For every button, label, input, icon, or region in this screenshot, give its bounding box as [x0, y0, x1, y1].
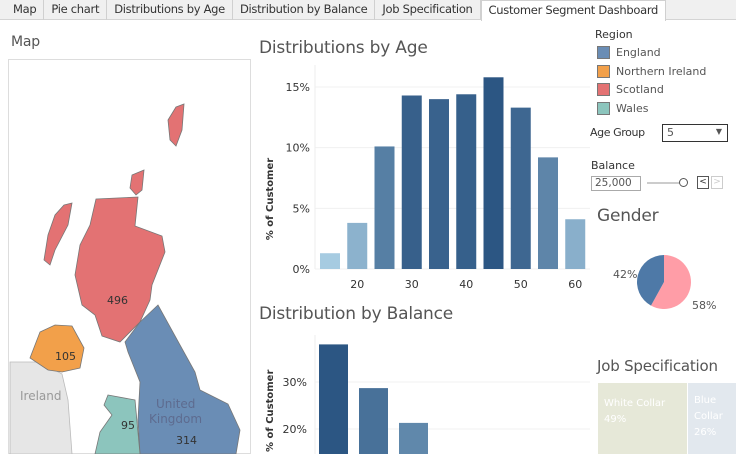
legend-item[interactable]: England: [597, 46, 661, 59]
legend-swatch: [597, 83, 610, 96]
legend-label: England: [616, 46, 661, 59]
legend-label: Scotland: [616, 83, 664, 96]
region-ireland: [9, 361, 73, 454]
map-label-scotland: 496: [107, 294, 128, 307]
gender-pie: [637, 255, 691, 309]
balance-input[interactable]: 25,000: [591, 176, 641, 191]
job-cell-value: 26%: [694, 427, 717, 438]
y-tick-label: 0%: [293, 263, 310, 276]
map-label-ireland: Ireland: [20, 389, 62, 403]
balance-chart: 30% 20% % of Customer: [265, 335, 590, 454]
tab-distribution-by-balance[interactable]: Distribution by Balance: [233, 0, 376, 20]
balance-slider-handle[interactable]: [679, 178, 688, 187]
job-cell-blue-collar[interactable]: Blue Collar 26%: [688, 383, 736, 454]
legend-item[interactable]: Wales: [597, 101, 649, 115]
job-title: Job Specification: [597, 357, 718, 375]
job-cell-value: 49%: [604, 414, 627, 425]
job-cell-label: Blue Collar: [694, 395, 723, 422]
bar: [347, 222, 368, 269]
job-cell-white-collar[interactable]: White Collar 49%: [598, 383, 687, 454]
bar: [374, 146, 395, 269]
region-england: [124, 304, 241, 454]
map-title: Map: [11, 34, 40, 50]
region-outer-hebrides: [43, 202, 73, 266]
pie-slice: [650, 255, 691, 309]
map-label-wales: 95: [121, 419, 135, 432]
bar: [399, 422, 428, 454]
bar: [483, 77, 504, 269]
x-tick-label: 50: [514, 278, 528, 291]
legend-label: Northern Ireland: [616, 64, 707, 78]
tab-pie-chart[interactable]: Pie chart: [44, 0, 108, 20]
age-group-label: Age Group: [590, 126, 645, 139]
pie-label-58: 58%: [692, 299, 717, 312]
bar: [401, 95, 422, 269]
legend-swatch: [597, 101, 610, 115]
tab-customer-segment-dashboard[interactable]: Customer Segment Dashboard: [480, 0, 667, 21]
region-wales: [94, 394, 141, 454]
tab-map[interactable]: Map: [6, 0, 45, 20]
pie-label-42: 42%: [613, 268, 638, 281]
bar: [456, 94, 477, 269]
legend-swatch: [597, 46, 610, 59]
age-chart: 0% 5% 10% 15% % of Customer 20 30 40 50 60: [265, 65, 590, 291]
map-label-england: 314: [176, 434, 197, 447]
chevron-down-icon: ▼: [715, 127, 722, 136]
balance-label: Balance: [591, 159, 635, 172]
age-chart-title: Distributions by Age: [259, 38, 428, 58]
tab-bar: Map Pie chart Distributions by Age Distr…: [0, 0, 736, 21]
map[interactable]: 496 105 Ireland 95 United Kingdom 314: [8, 59, 251, 454]
y-tick-label: 5%: [293, 202, 310, 215]
legend-item[interactable]: Scotland: [597, 83, 664, 96]
x-tick-label: 60: [568, 278, 582, 291]
map-label-northern-ireland: 105: [55, 350, 76, 363]
age-group-dropdown[interactable]: 5 ▼: [662, 124, 728, 142]
balance-slider-track[interactable]: [647, 182, 683, 184]
bar: [538, 157, 558, 269]
tab-job-specification[interactable]: Job Specification: [375, 0, 481, 20]
tab-distributions-by-age[interactable]: Distributions by Age: [107, 0, 233, 20]
x-tick-label: 20: [350, 278, 364, 291]
region-northern-ireland: [29, 324, 85, 373]
y-tick-label: 10%: [286, 142, 310, 155]
slider-next-button[interactable]: >: [711, 176, 723, 189]
bar: [319, 344, 348, 454]
map-label-uk-2: Kingdom: [149, 412, 202, 426]
legend-item[interactable]: Northern Ireland: [597, 64, 707, 78]
age-group-value: 5: [667, 126, 674, 139]
y-axis-label: % of Customer: [265, 370, 276, 452]
region-shetland: [167, 103, 185, 147]
gender-title: Gender: [597, 206, 659, 226]
y-axis-label: % of Customer: [265, 158, 276, 240]
y-tick-label: 15%: [286, 81, 310, 94]
y-tick-label: 20%: [283, 423, 307, 436]
job-cell-label: White Collar: [604, 398, 666, 409]
legend-label: Wales: [616, 101, 649, 115]
bar: [320, 253, 340, 269]
region-orkney: [129, 169, 145, 196]
bar: [565, 219, 586, 269]
region-scotland: [74, 196, 166, 343]
y-tick-label: 30%: [283, 376, 307, 389]
pie-slice: [637, 255, 664, 306]
bar: [510, 107, 531, 269]
map-label-uk-1: United: [156, 397, 195, 411]
slider-prev-button[interactable]: <: [697, 176, 709, 189]
x-tick-label: 40: [459, 278, 473, 291]
x-tick-label: 30: [405, 278, 419, 291]
balance-chart-title: Distribution by Balance: [259, 304, 454, 324]
legend-swatch: [597, 64, 610, 78]
bar: [359, 388, 388, 454]
bar: [429, 99, 449, 269]
region-legend-title: Region: [595, 28, 633, 41]
